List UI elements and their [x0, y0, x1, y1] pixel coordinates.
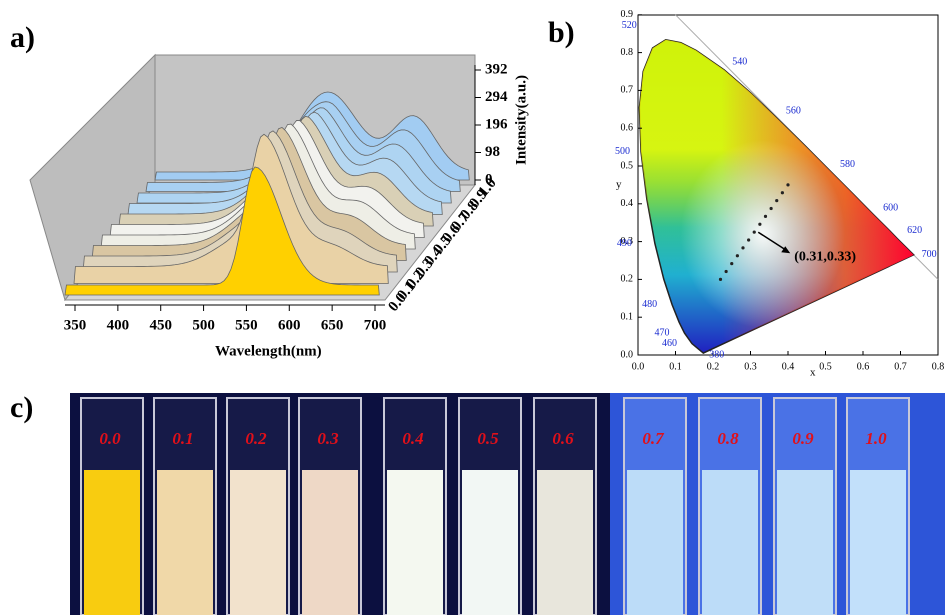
color-point: [741, 246, 745, 250]
y-tick-label: 0.6: [621, 122, 634, 133]
wavelength-label: 490: [617, 238, 632, 249]
arrow-head: [781, 246, 791, 254]
color-point: [735, 254, 739, 258]
x-tick-label: 700: [364, 317, 387, 333]
wavelength-label: 480: [642, 299, 657, 310]
x-tick-label: 0.6: [857, 361, 870, 372]
color-point: [747, 238, 751, 242]
x-axis-label: Wavelength(nm): [215, 343, 322, 359]
spectrum: [64, 166, 380, 296]
panel-a: 350 400 450 500 550 600 650 7000981962943920.00…: [29, 53, 508, 333]
color-point: [752, 230, 756, 234]
sample-label: 0.5: [477, 429, 499, 448]
liquid: [84, 470, 140, 615]
sample-label: 0.7: [642, 429, 665, 448]
y-tick-label: 0.9: [621, 9, 634, 20]
x-tick-label: 450: [149, 317, 172, 333]
y-tick-label: 0.8: [621, 47, 634, 58]
z-axis-label: Intensity(a.u.): [513, 75, 529, 165]
color-point: [730, 262, 734, 266]
liquid: [702, 470, 758, 615]
x-tick-label: 600: [278, 317, 301, 333]
liquid: [537, 470, 593, 615]
y-tick-label: 0.4: [621, 198, 634, 209]
y-axis-label: y: [616, 179, 622, 191]
point-label: (0.31,0.33): [794, 249, 856, 264]
x-tick-label: 0.1: [669, 361, 682, 372]
z-tick-label: 294: [485, 89, 508, 105]
liquid: [462, 470, 518, 615]
wavelength-label: 380: [709, 349, 724, 360]
x-tick-label: 650: [321, 317, 344, 333]
x-tick-label: 0.8: [932, 361, 945, 372]
x-tick-label: 550: [235, 317, 258, 333]
liquid: [230, 470, 286, 615]
color-point: [718, 277, 723, 281]
color-point: [758, 222, 762, 226]
panel-b: 0.0 0.1 0.2 0.3 0.4 0.5 0.6 0.7 0.8 0.0 0.1 0.2 0.3 0…: [615, 9, 944, 372]
x-tick-label: 400: [107, 317, 130, 333]
sample-label: 1.0: [865, 429, 887, 448]
gamut: [639, 39, 914, 354]
color-point: [780, 191, 784, 195]
wavelength-label: 560: [786, 105, 801, 116]
color-point: [763, 214, 768, 218]
sample-label: 0.9: [792, 429, 814, 448]
panel-c: 0.0 0.1 0.2 0.3 0.4 0.5 0.6 0.7 0.8 0.9 1.0: [70, 393, 945, 615]
sample-label: 0.6: [552, 429, 574, 448]
z-tick-label: 98: [485, 144, 500, 160]
y-tick-label: 0.1: [621, 311, 634, 322]
spectrum: [73, 133, 389, 284]
sample-label: 0.2: [245, 429, 267, 448]
z-tick-label: 0: [485, 171, 493, 187]
wavelength-label: 470: [655, 327, 670, 338]
sample-label: 0.1: [172, 429, 193, 448]
x-tick-label: 350: [64, 317, 87, 333]
color-point: [769, 206, 773, 211]
wavelength-label: 500: [615, 146, 630, 157]
sample-label: 0.0: [99, 429, 121, 448]
y-tick-label: 0.0: [621, 349, 634, 360]
wavelength-label: 520: [622, 20, 637, 31]
y-tick-label: 0.3: [621, 236, 634, 247]
x-tick-label: 500: [192, 317, 215, 333]
x-axis-label: x: [810, 367, 816, 379]
sample-label: 0.4: [402, 429, 423, 448]
color-point: [775, 199, 779, 203]
z-tick-label: 392: [485, 61, 508, 77]
sample-label: 0.3: [317, 429, 339, 448]
z-tick-label: 196: [485, 116, 508, 132]
y-tick-label: 0.2: [621, 274, 634, 285]
liquid: [850, 470, 906, 615]
y-tick-label: 0.5: [621, 160, 634, 171]
x-tick-label: 0.3: [744, 361, 757, 372]
color-point: [786, 183, 790, 187]
wavelength-label: 580: [840, 159, 855, 170]
liquid: [777, 470, 833, 615]
arrow: [757, 231, 787, 251]
liquid: [157, 470, 213, 615]
wavelength-label: 600: [883, 203, 898, 214]
y-tick-label: 0.7: [621, 85, 634, 96]
wavelength-label: 700: [922, 249, 937, 260]
panel-label: c): [10, 391, 33, 424]
x-tick-label: 0.7: [894, 361, 907, 372]
liquid: [302, 470, 358, 615]
wavelength-label: 540: [732, 56, 747, 67]
x-tick-label: 0.4: [782, 361, 795, 372]
panel-label: a): [10, 21, 35, 54]
sample-label: 0.8: [717, 429, 739, 448]
wavelength-label: 460: [662, 338, 677, 349]
liquid: [627, 470, 683, 615]
wavelength-label: 620: [907, 225, 922, 236]
color-point: [724, 269, 728, 274]
x-tick-label: 0.0: [632, 361, 645, 372]
liquid: [387, 470, 443, 615]
x-tick-label: 0.5: [819, 361, 832, 372]
x-tick-label: 0.2: [707, 361, 720, 372]
panel-label: b): [548, 16, 575, 49]
